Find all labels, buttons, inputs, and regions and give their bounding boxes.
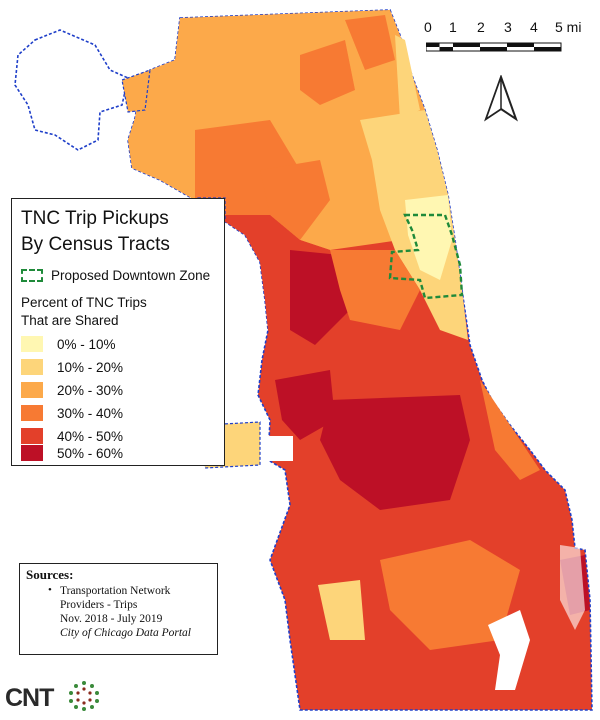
legend-class-item: 30% - 40% (21, 405, 123, 421)
class-swatch (21, 382, 43, 398)
legend-class-item: 40% - 50% (21, 428, 123, 444)
class-swatch (21, 405, 43, 421)
source-line: Nov. 2018 - July 2019 (60, 613, 163, 625)
class-label: 20% - 30% (57, 382, 124, 398)
class-swatch (21, 428, 43, 444)
sources-box: Sources: • Transportation Network Provid… (19, 563, 218, 655)
logo-ring-icon (69, 681, 99, 711)
class-swatch (21, 336, 43, 352)
north-patch-3 (345, 15, 395, 70)
class-label: 50% - 60% (57, 445, 124, 461)
scale-bar: 0 1 2 3 4 5 mi (424, 19, 589, 59)
far-north-light (395, 35, 420, 120)
midway-airport (260, 436, 293, 461)
southwest-dark (275, 370, 335, 440)
source-line: Transportation Network (60, 585, 171, 597)
class-label: 10% - 20% (57, 359, 124, 375)
south-industrial (560, 545, 585, 630)
source-line: City of Chicago Data Portal (60, 627, 191, 639)
scale-tick-label: 1 (449, 19, 457, 35)
scale-tick-label: 3 (504, 19, 512, 35)
ohare-connector (121, 69, 151, 113)
zone-label: Proposed Downtown Zone (51, 268, 211, 283)
north-patch-4 (260, 160, 330, 240)
legend-subhead-line1: Percent of TNC Trips (21, 295, 147, 310)
south-lake-orange (480, 380, 540, 480)
bullet-icon: • (48, 584, 52, 596)
class-label: 30% - 40% (57, 405, 124, 421)
south-core-dark (320, 395, 470, 510)
scale-bar-graphic (426, 42, 562, 52)
legend-class-item: 0% - 10% (21, 336, 116, 352)
map-legend: TNC Trip Pickups By Census Tracts Propos… (11, 198, 225, 466)
class-label: 40% - 50% (57, 428, 124, 444)
legend-class-item: 10% - 20% (21, 359, 123, 375)
class-swatch (21, 359, 43, 375)
legend-title-line1: TNC Trip Pickups (21, 208, 169, 229)
ohare-boundary (14, 29, 129, 151)
class-swatch (21, 445, 43, 461)
source-line: Providers - Trips (60, 599, 138, 611)
scale-tick-label: 4 (530, 19, 538, 35)
cnt-logo: CNT (5, 678, 115, 718)
legend-class-item: 20% - 30% (21, 382, 123, 398)
north-arrow-icon (484, 75, 518, 122)
far-south-orange (380, 540, 520, 650)
legend-title-line2: By Census Tracts (21, 234, 170, 255)
class-label: 0% - 10% (57, 336, 116, 352)
legend-zone-item: Proposed Downtown Zone (21, 268, 210, 283)
legend-subhead-line2: That are Shared (21, 313, 119, 328)
scale-tick-label: 0 (424, 19, 432, 35)
scale-tick-label: 5 mi (555, 19, 582, 35)
zone-swatch (21, 269, 43, 282)
logo-text: CNT (5, 684, 54, 712)
sources-heading: Sources: (26, 567, 74, 582)
near-west (330, 250, 420, 330)
north-patch-2 (300, 40, 355, 105)
mount-greenwood-light (318, 580, 365, 640)
lakefront-lightest (405, 195, 452, 280)
lake-calumet (488, 610, 530, 690)
legend-class-item: 50% - 60% (21, 445, 123, 461)
west-side-dark (290, 250, 350, 345)
scale-tick-label: 2 (477, 19, 485, 35)
downtown-zone-outline (388, 213, 464, 300)
